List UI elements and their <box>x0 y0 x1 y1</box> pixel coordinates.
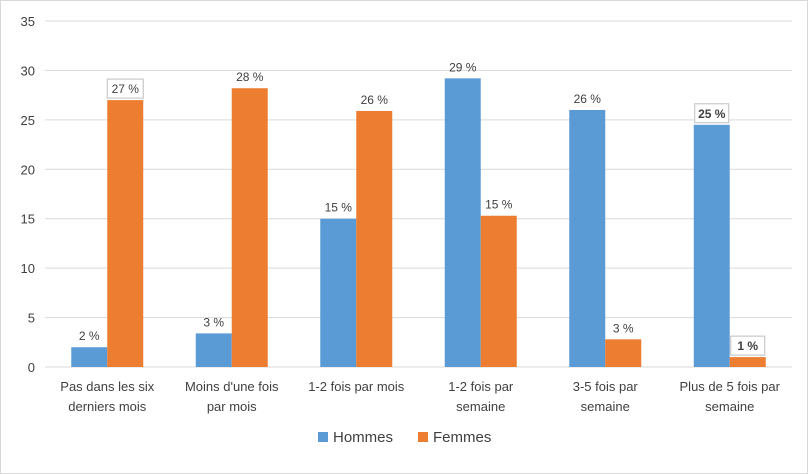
category-label-line: Moins d'une fois <box>185 379 279 394</box>
bar-femmes-3 <box>480 215 517 367</box>
category-label-line: 1-2 fois par mois <box>308 379 405 394</box>
category-label: 1-2 fois par semaine <box>448 379 514 414</box>
data-label: 26 % <box>361 93 389 107</box>
bar-hommes-2 <box>320 218 357 367</box>
y-tick-label: 10 <box>21 261 35 276</box>
bar-femmes-5 <box>729 357 766 367</box>
y-tick-label: 35 <box>21 14 35 29</box>
data-label-box <box>730 335 766 356</box>
data-label-box <box>106 78 144 99</box>
legend-label-hommes: Hommes <box>333 429 393 446</box>
bar-femmes-0 <box>107 100 144 367</box>
y-tick-label: 15 <box>21 212 35 227</box>
category-label: 1-2 fois par mois <box>308 379 405 394</box>
bar-hommes-1 <box>195 333 232 367</box>
category-label-line: semaine <box>456 399 505 414</box>
bar-hommes-5 <box>693 124 730 367</box>
category-label-line: semaine <box>581 399 630 414</box>
y-tick-label: 0 <box>28 360 35 375</box>
y-tick-label: 30 <box>21 63 35 78</box>
data-label: 15 % <box>325 201 353 215</box>
legend-swatch-femmes <box>418 432 428 442</box>
data-label-box <box>694 103 730 124</box>
category-label: 3-5 fois par semaine <box>573 379 639 414</box>
data-label: 29 % <box>449 60 477 74</box>
category-label: Moins d'une fois par mois <box>185 379 279 414</box>
y-tick-label: 25 <box>21 113 35 128</box>
category-label-line: par mois <box>207 399 257 414</box>
data-label: 27 % <box>112 82 140 96</box>
category-label-line: Plus de 5 fois par <box>680 379 781 394</box>
category-label-line: semaine <box>705 399 754 414</box>
data-label: 15 % <box>485 198 513 212</box>
bar-femmes-1 <box>231 88 268 368</box>
category-label-line: derniers mois <box>68 399 147 414</box>
data-label: 25 % <box>698 107 726 121</box>
bar-femmes-2 <box>356 110 393 368</box>
bar-hommes-3 <box>444 78 481 367</box>
category-label-line: 1-2 fois par <box>448 379 514 394</box>
data-label: 1 % <box>737 339 758 353</box>
bar-hommes-4 <box>569 109 606 367</box>
data-label: 26 % <box>574 92 602 106</box>
data-label: 3 % <box>613 321 634 335</box>
data-label: 28 % <box>236 70 264 84</box>
y-tick-label: 5 <box>28 311 35 326</box>
category-label-line: 3-5 fois par <box>573 379 639 394</box>
data-label: 3 % <box>203 315 224 329</box>
legend-label-femmes: Femmes <box>433 429 491 446</box>
category-label: Plus de 5 fois par semaine <box>680 379 781 414</box>
bar-hommes-0 <box>71 347 108 367</box>
y-tick-label: 20 <box>21 162 35 177</box>
bar-femmes-4 <box>605 339 642 367</box>
category-label: Pas dans les six derniers mois <box>60 379 154 414</box>
category-label-line: Pas dans les six <box>60 379 154 394</box>
legend-swatch-hommes <box>318 432 328 442</box>
data-label: 2 % <box>79 329 100 343</box>
